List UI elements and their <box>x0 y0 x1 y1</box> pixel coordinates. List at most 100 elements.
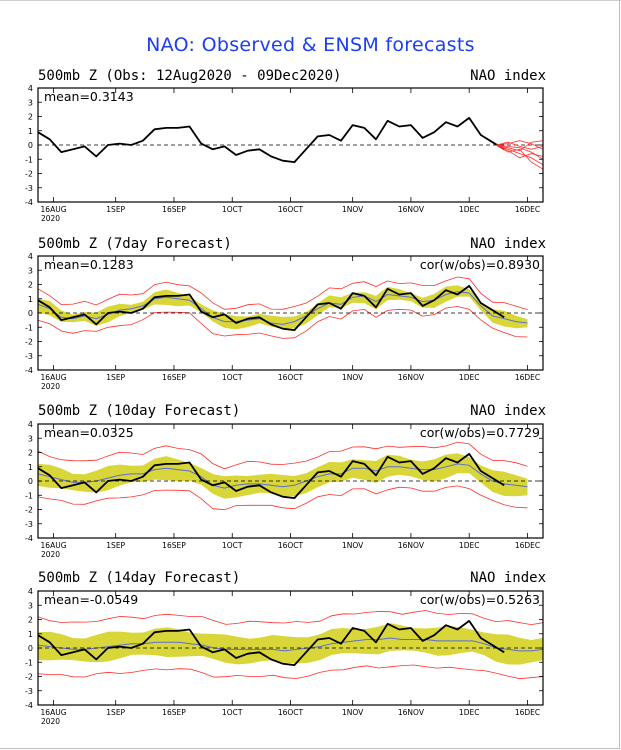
x-tick-label: 16DEC <box>515 541 540 550</box>
y-tick-label: 3 <box>28 601 33 610</box>
x-tick-label: 1OCT <box>222 541 243 550</box>
mean-label: mean=0.3143 <box>44 89 134 104</box>
y-tick-label: -2 <box>25 170 33 179</box>
forecast-member-line <box>496 140 544 152</box>
y-tick-label: -3 <box>25 352 33 361</box>
x-tick-label: 16AUG <box>41 205 67 214</box>
spread-band <box>38 623 543 665</box>
x-tick-label: 16DEC <box>515 708 540 717</box>
x-tick-year-label: 2020 <box>41 382 60 391</box>
forecast-member-line <box>496 141 544 150</box>
y-tick-label: -3 <box>25 687 33 696</box>
x-tick-year-label: 2020 <box>41 717 60 726</box>
x-tick-label: 16SEP <box>162 205 186 214</box>
panel-1-title: 500mb Z (Obs: 12Aug2020 - 09Dec2020) <box>38 68 342 84</box>
mean-label: mean=0.1283 <box>44 257 134 272</box>
y-tick-label: 1 <box>28 630 33 639</box>
observed-line <box>37 620 505 666</box>
y-tick-label: -1 <box>25 155 33 164</box>
x-tick-label: 1NOV <box>342 205 364 214</box>
y-tick-label: 0 <box>28 477 33 486</box>
spread-band <box>38 453 528 499</box>
y-tick-label: 2 <box>28 113 33 122</box>
correlation-label: cor(w/obs)=0.5263 <box>420 592 540 607</box>
x-tick-label: 1OCT <box>222 708 243 717</box>
y-tick-label: -1 <box>25 323 33 332</box>
panel-4-index-label: NAO index <box>470 570 546 586</box>
x-tick-label: 16AUG <box>41 708 67 717</box>
x-tick-label: 1SEP <box>106 373 125 382</box>
x-tick-label: 16AUG <box>41 373 67 382</box>
x-tick-label: 16AUG <box>41 541 67 550</box>
panel-1-index-label: NAO index <box>470 68 546 84</box>
envelope-upper <box>37 441 528 470</box>
x-tick-label: 1DEC <box>459 373 480 382</box>
panel-4-title: 500mb Z (14day Forecast) <box>38 570 241 586</box>
x-tick-label: 1SEP <box>106 205 125 214</box>
forecast-member-line <box>496 144 544 160</box>
x-tick-label: 16SEP <box>162 541 186 550</box>
y-tick-label: 2 <box>28 281 33 290</box>
y-tick-label: 0 <box>28 141 33 150</box>
y-tick-label: 0 <box>28 309 33 318</box>
x-tick-label: 1NOV <box>342 541 364 550</box>
ensemble-mean-line <box>37 637 544 652</box>
y-tick-label: -4 <box>25 366 33 375</box>
correlation-label: cor(w/obs)=0.7729 <box>420 425 540 440</box>
x-tick-label: 16NOV <box>398 373 425 382</box>
y-tick-label: 3 <box>28 434 33 443</box>
correlation-label: cor(w/obs)=0.8930 <box>420 257 540 272</box>
y-tick-label: 4 <box>28 587 33 596</box>
mean-label: mean=-0.0549 <box>44 592 138 607</box>
x-tick-label: 16OCT <box>278 373 304 382</box>
envelope-upper <box>37 610 544 626</box>
y-tick-label: -1 <box>25 658 33 667</box>
x-tick-label: 16DEC <box>515 373 540 382</box>
y-tick-label: 2 <box>28 449 33 458</box>
y-tick-label: -2 <box>25 338 33 347</box>
panel-3-title: 500mb Z (10day Forecast) <box>38 403 241 419</box>
y-tick-label: 1 <box>28 295 33 304</box>
y-tick-label: 1 <box>28 127 33 136</box>
forecast-member-line <box>496 144 544 170</box>
y-tick-label: 4 <box>28 252 33 261</box>
x-tick-label: 1NOV <box>342 708 364 717</box>
y-tick-label: -3 <box>25 184 33 193</box>
x-tick-label: 16SEP <box>162 708 186 717</box>
y-tick-label: -4 <box>25 198 33 207</box>
x-tick-label: 16NOV <box>398 541 425 550</box>
y-tick-label: 3 <box>28 266 33 275</box>
x-tick-label: 1OCT <box>222 373 243 382</box>
top-border <box>0 0 621 1</box>
envelope-upper <box>37 276 528 310</box>
y-tick-label: -4 <box>25 701 33 710</box>
x-tick-label: 1NOV <box>342 373 364 382</box>
x-tick-year-label: 2020 <box>41 214 60 223</box>
ensemble-mean-line <box>37 463 528 489</box>
y-tick-label: 4 <box>28 420 33 429</box>
forecast-member-line <box>496 144 544 159</box>
observed-line <box>37 285 505 331</box>
x-tick-label: 16OCT <box>278 205 304 214</box>
x-tick-label: 16OCT <box>278 708 304 717</box>
y-tick-label: -3 <box>25 520 33 529</box>
x-tick-label: 16DEC <box>515 205 540 214</box>
ensemble-mean-line <box>37 291 528 325</box>
envelope-lower <box>37 664 544 680</box>
y-tick-label: -4 <box>25 534 33 543</box>
y-tick-label: 3 <box>28 98 33 107</box>
forecast-member-line <box>496 144 544 166</box>
x-tick-label: 16OCT <box>278 541 304 550</box>
y-tick-label: -2 <box>25 506 33 515</box>
y-tick-label: -2 <box>25 673 33 682</box>
panel-2-title: 500mb Z (7day Forecast) <box>38 236 232 252</box>
x-tick-label: 16NOV <box>398 205 425 214</box>
x-tick-label: 1SEP <box>106 541 125 550</box>
x-tick-label: 1OCT <box>222 205 243 214</box>
x-tick-label: 1DEC <box>459 541 480 550</box>
envelope-lower <box>37 306 528 339</box>
x-tick-label: 1DEC <box>459 205 480 214</box>
